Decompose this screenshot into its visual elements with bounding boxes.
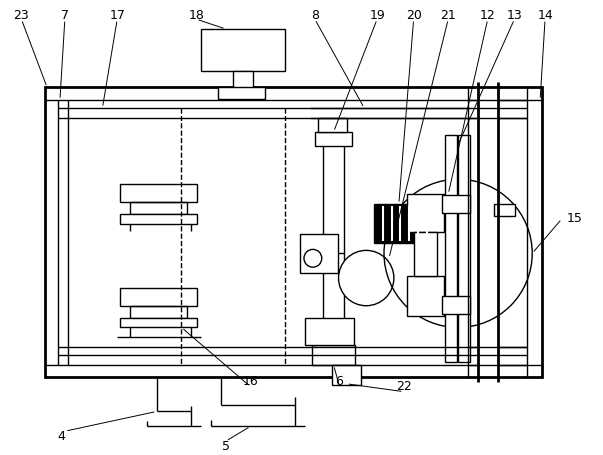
Text: 22: 22 bbox=[396, 380, 412, 393]
Text: 8: 8 bbox=[311, 9, 319, 22]
Bar bbox=[407, 276, 444, 316]
Text: 23: 23 bbox=[13, 9, 30, 22]
Bar bbox=[120, 288, 197, 306]
Text: 21: 21 bbox=[440, 9, 456, 22]
Bar bbox=[374, 204, 435, 243]
Bar bbox=[218, 87, 265, 99]
Text: 18: 18 bbox=[188, 9, 204, 22]
Bar bbox=[233, 71, 253, 90]
Text: 20: 20 bbox=[406, 9, 421, 22]
Bar bbox=[201, 29, 285, 71]
Text: 19: 19 bbox=[369, 9, 385, 22]
Bar bbox=[414, 232, 437, 276]
Text: 14: 14 bbox=[537, 9, 553, 22]
Text: 12: 12 bbox=[480, 9, 496, 22]
Text: 4: 4 bbox=[57, 430, 65, 443]
Text: 7: 7 bbox=[61, 9, 69, 22]
Circle shape bbox=[338, 250, 394, 306]
Bar bbox=[332, 365, 361, 385]
Bar bbox=[300, 233, 338, 273]
Bar bbox=[45, 87, 542, 377]
Bar bbox=[442, 296, 470, 313]
Bar bbox=[318, 118, 347, 132]
Circle shape bbox=[304, 249, 322, 267]
Bar bbox=[305, 318, 355, 345]
Bar bbox=[312, 345, 355, 365]
Bar bbox=[494, 204, 516, 216]
Text: 13: 13 bbox=[507, 9, 522, 22]
Bar bbox=[120, 214, 197, 224]
Bar bbox=[130, 306, 188, 318]
Bar bbox=[130, 202, 188, 214]
Text: 6: 6 bbox=[336, 375, 344, 388]
Bar bbox=[120, 184, 197, 202]
Bar bbox=[445, 135, 457, 362]
Bar bbox=[407, 194, 444, 232]
Text: 16: 16 bbox=[243, 375, 259, 388]
Bar bbox=[442, 195, 470, 213]
Bar bbox=[323, 145, 344, 347]
Text: 5: 5 bbox=[222, 440, 230, 453]
Text: 15: 15 bbox=[567, 212, 582, 225]
Text: 17: 17 bbox=[109, 9, 125, 22]
Bar bbox=[120, 318, 197, 328]
Bar bbox=[458, 135, 470, 362]
Bar bbox=[315, 132, 352, 146]
